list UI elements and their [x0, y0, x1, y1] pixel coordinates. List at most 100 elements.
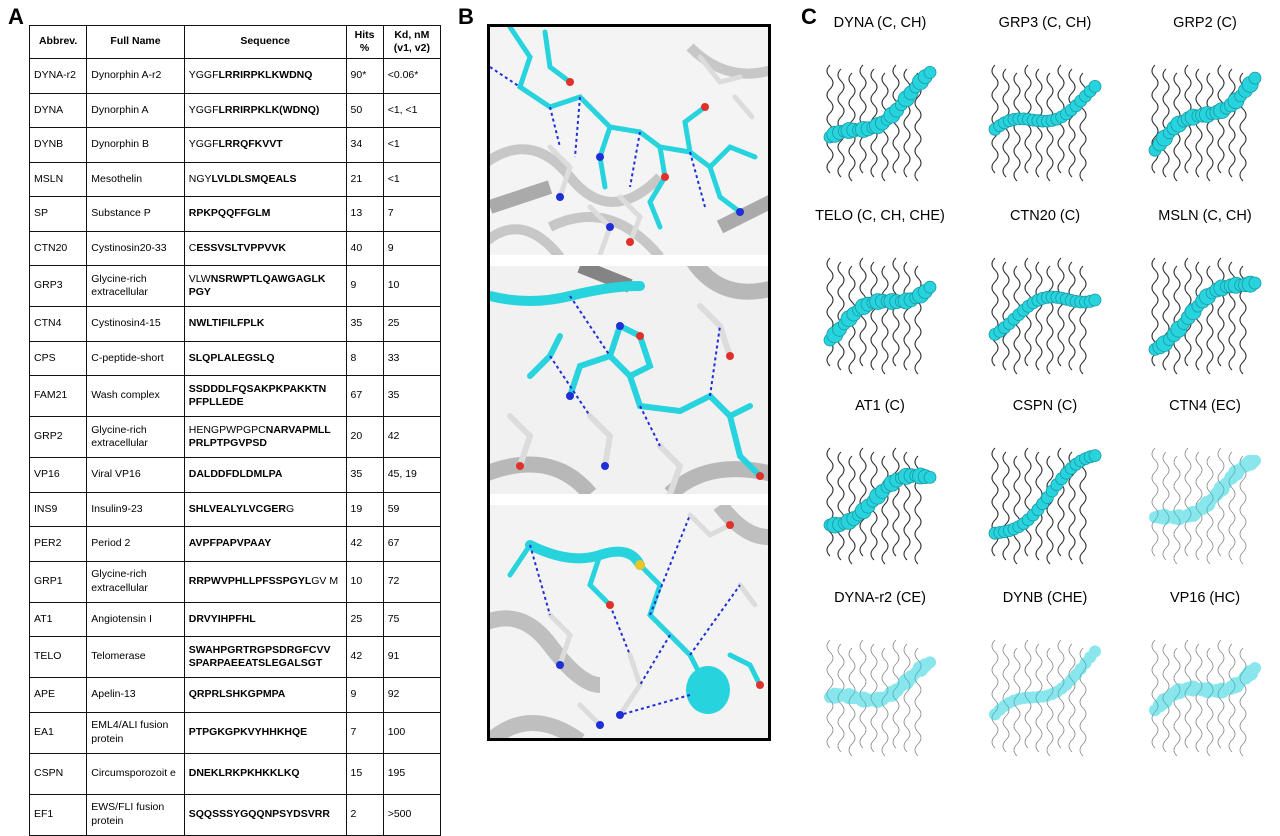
cell-full-name: Apelin-13: [86, 677, 185, 713]
cell-sequence: YGGFLRRIRPKLK(WDNQ): [183, 92, 347, 128]
sequence-bold: RRPWVPHLLPFSSPGYL: [188, 574, 312, 587]
structure-figure: [805, 430, 955, 570]
cell-hits: 67: [345, 375, 384, 417]
table-row: TELO Telomerase SWAHPGRTRGPSDRGFCVV SPARPA…: [28, 636, 442, 678]
cell-hits: 42: [345, 636, 384, 678]
protein-structure-image: [1149, 639, 1261, 757]
table-row: AT1 Angiotensin I DRVYIHPFHL 25 75: [28, 601, 442, 637]
table-row: MSLN Mesothelin NGYLVLDLSMQEALS 21 <1: [28, 161, 442, 197]
cell-abbrev: CPS: [28, 340, 88, 376]
sequence-plain: NGY: [188, 172, 212, 185]
cell-sequence: SLQPLALEGSLQ: [183, 340, 347, 376]
table-body: DYNA-r2 Dynorphin A-r2 YGGFLRRIRPKLKWDNQ 90…: [28, 58, 442, 836]
cell-full-name: Wash complex: [86, 375, 185, 417]
cell-kd: 100: [382, 711, 442, 754]
cell-full-name: Period 2: [86, 526, 185, 562]
binding-view-bottom: [490, 505, 768, 738]
sequence-bold: LRRQFKVVT: [218, 138, 283, 151]
cell-sequence: YGGFLRRQFKVVT: [183, 127, 347, 163]
cell-full-name: Viral VP16: [86, 457, 185, 493]
cell-full-name: Cystinosin4-15: [86, 306, 185, 342]
cell-hits: 90*: [345, 58, 384, 94]
protein-structure-image: [824, 639, 936, 757]
protein-structure-image: [988, 257, 1102, 375]
structure-figure: [805, 240, 955, 380]
table-row: CSPN Circumsporozoit e DNEKLRKPKHKKLKQ 15 19…: [28, 752, 442, 795]
cell-hits: 9: [345, 265, 384, 307]
panel-label-c: C: [801, 4, 817, 29]
cell-kd: <1: [382, 161, 442, 197]
table-row: APE Apelin-13 QRPRLSHKGPMPA 9 92: [28, 677, 442, 713]
protein-structure-image: [823, 64, 937, 182]
sequence-bold: LRRIRPKLK(WDNQ): [218, 103, 320, 116]
protein-structure-image: [823, 257, 937, 375]
structure-figure: [970, 622, 1120, 762]
table-row: EF1 EWS/FLI fusion protein SQQSSSYGQQNPSYD…: [28, 793, 442, 836]
cell-full-name: C-peptide-short: [86, 340, 185, 376]
cell-abbrev: DYNB: [28, 127, 88, 163]
cell-full-name: Telomerase: [86, 636, 185, 678]
cell-full-name: Dynorphin A-r2: [86, 58, 185, 94]
sequence-bold: SHLVEALYLVCGER: [188, 502, 286, 515]
table-row: CPS C-peptide-short SLQPLALEGSLQ 8 33: [28, 340, 442, 376]
cell-full-name: Glycine-rich extracellular: [86, 416, 185, 458]
cell-sequence: PTPGKGPKVYHHKHQE: [183, 711, 347, 754]
cell-hits: 19: [345, 491, 384, 527]
cell-sequence: NGYLVLDLSMQEALS: [183, 161, 347, 197]
cell-kd: <1: [382, 127, 442, 163]
protein-structure-image: [989, 639, 1101, 757]
table-row: DYNB Dynorphin B YGGFLRRQFKVVT 34 <1: [28, 127, 442, 163]
sequence-plain: YGGF: [188, 138, 219, 151]
structure-label: GRP3 (C, CH): [998, 15, 1092, 31]
cell-kd: 91: [382, 636, 442, 678]
peptide-table: Abbrev. Full Name Sequence Hits % Kd, nM…: [28, 25, 442, 836]
cell-abbrev: TELO: [28, 636, 88, 678]
cell-abbrev: MSLN: [28, 161, 88, 197]
table-row: FAM21 Wash complex SSDDDLFQSAKPKPAKKTN PFP…: [28, 375, 442, 417]
cell-sequence: DNEKLRKPKHKKLKQ: [183, 752, 347, 795]
table-row: GRP3 Glycine-rich extracellular VLWNSRWPTL…: [28, 265, 442, 307]
cell-full-name: Glycine-rich extracellular: [86, 560, 185, 603]
table-row: EA1 EML4/ALI fusion protein PTPGKGPKVYHHKH…: [28, 711, 442, 754]
sequence-bold: QRPRLSHKGPMPA: [188, 688, 286, 701]
cell-kd: 7: [382, 196, 442, 232]
cell-hits: 50: [345, 92, 384, 128]
sequence-bold: NARVAPMLL PRLPTPGVPSD: [188, 423, 331, 449]
table-row: SP Substance P RPKPQQFFGLM 13 7: [28, 196, 442, 232]
cell-abbrev: AT1: [28, 601, 88, 637]
cell-full-name: Substance P: [86, 196, 185, 232]
cell-kd: >500: [382, 793, 442, 836]
cell-sequence: SHLVEALYLVCGERG: [183, 491, 347, 527]
table-row: PER2 Period 2 AVPFPAPVPAAY 42 67: [28, 526, 442, 562]
cell-full-name: Mesothelin: [86, 161, 185, 197]
cell-sequence: RRPWVPHLLPFSSPGYLGV M: [183, 560, 347, 603]
cell-abbrev: GRP2: [28, 416, 88, 458]
cell-full-name: EML4/ALI fusion protein: [86, 711, 185, 754]
sequence-bold: DRVYIHPFHL: [188, 612, 256, 625]
cell-abbrev: APE: [28, 677, 88, 713]
cell-abbrev: DYNA-r2: [28, 58, 88, 94]
sequence-bold: DALDDFDLDMLPA: [188, 468, 283, 481]
sequence-plain: YGGF: [188, 69, 219, 82]
structure-figure: [970, 430, 1120, 570]
cell-kd: 25: [382, 306, 442, 342]
col-header-kd: Kd, nM (v1, v2): [382, 25, 442, 59]
table-row: GRP2 Glycine-rich extracellular HENGPWPGPC…: [28, 416, 442, 458]
cell-abbrev: INS9: [28, 491, 88, 527]
cell-sequence: SWAHPGRTRGPSDRGFCVV SPARPAEEATSLEGALSGT: [183, 636, 347, 678]
cell-hits: 7: [345, 711, 384, 754]
structure-label: CTN4 (EC): [1169, 398, 1241, 414]
structure-label: VP16 (HC): [1169, 590, 1241, 606]
panel-label-a: A: [8, 4, 24, 29]
table-row: DYNA-r2 Dynorphin A-r2 YGGFLRRIRPKLKWDNQ 90…: [28, 58, 442, 94]
cell-kd: 33: [382, 340, 442, 376]
cell-kd: 72: [382, 560, 442, 603]
cell-abbrev: CSPN: [28, 752, 88, 795]
sequence-bold: DNEKLRKPKHKKLKQ: [188, 766, 300, 779]
sequence-bold: NSRWPTLQAWGAGLK PGY: [188, 272, 326, 298]
cell-abbrev: VP16: [28, 457, 88, 493]
cell-full-name: EWS/FLI fusion protein: [86, 793, 185, 836]
structure-label: DYNB (CHE): [1002, 590, 1088, 606]
sequence-plain: VLW: [188, 272, 211, 285]
cell-hits: 34: [345, 127, 384, 163]
